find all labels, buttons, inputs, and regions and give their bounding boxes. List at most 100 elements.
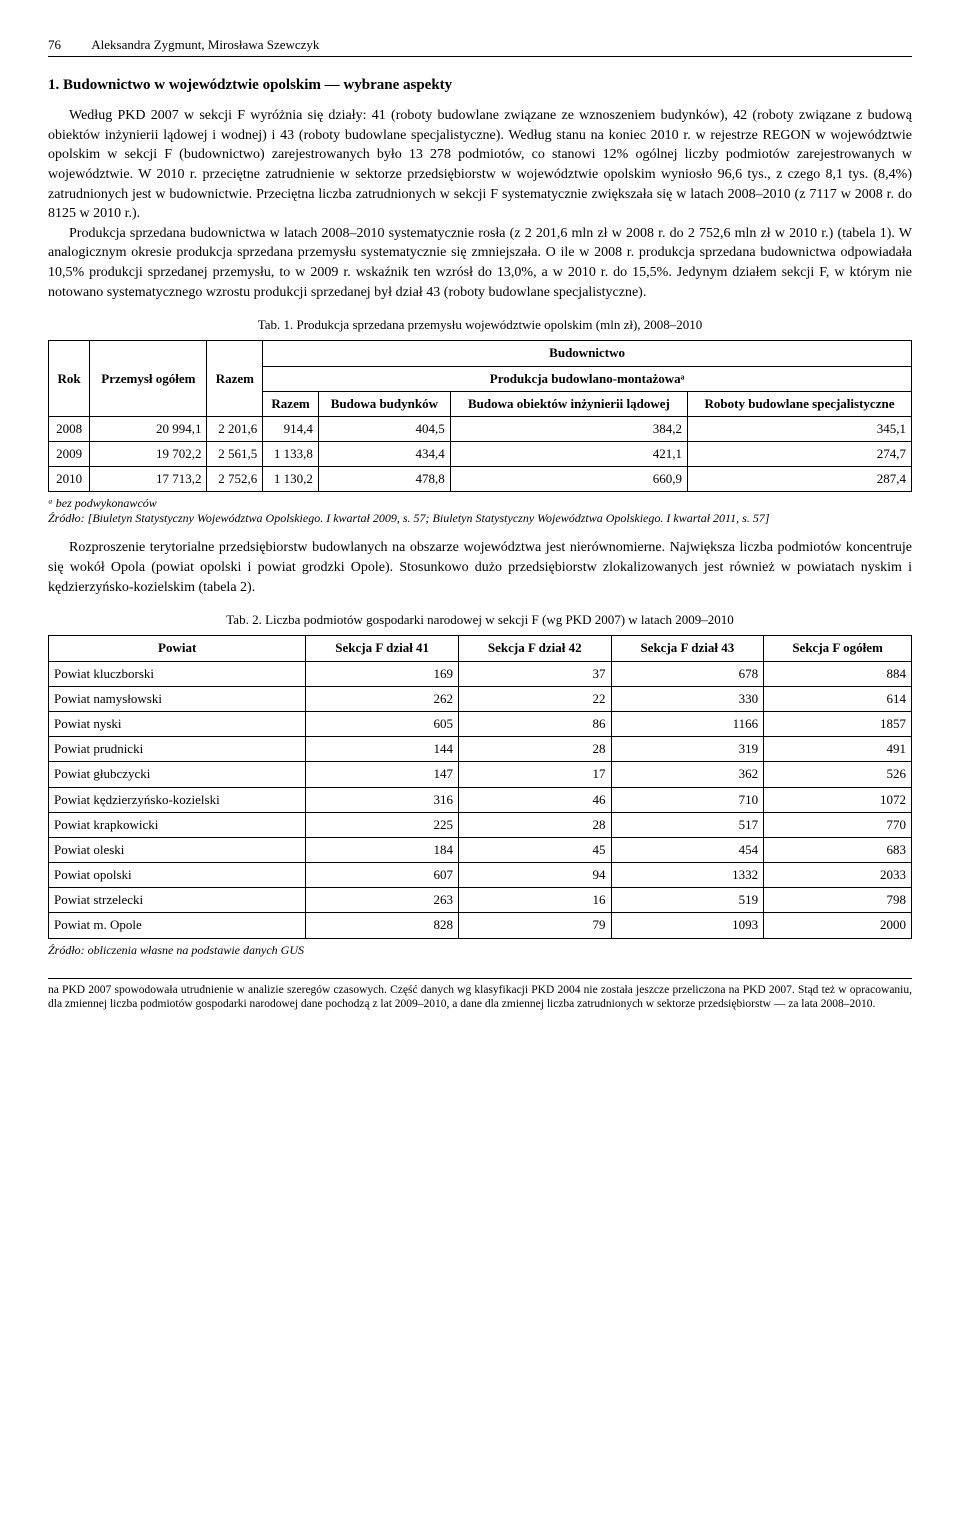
cell: 1093: [611, 913, 764, 938]
cell: Powiat krapkowicki: [49, 812, 306, 837]
cell: 28: [458, 812, 611, 837]
cell: 2009: [49, 442, 90, 467]
cell: 1 133,8: [263, 442, 319, 467]
col-header: Roboty budowlane specjalistyczne: [688, 391, 912, 416]
paragraph: Produkcja sprzedana budownictwa w latach…: [48, 224, 912, 302]
running-authors: Aleksandra Zygmunt, Mirosława Szewczyk: [91, 36, 319, 54]
cell: 384,2: [450, 416, 687, 441]
cell: 147: [306, 762, 459, 787]
cell: 28: [458, 737, 611, 762]
cell: 2033: [764, 863, 912, 888]
col-header: Budowa budynków: [318, 391, 450, 416]
cell: Powiat głubczycki: [49, 762, 306, 787]
col-header: Razem: [263, 391, 319, 416]
table-row: Powiat krapkowicki22528517770: [49, 812, 912, 837]
section-heading: 1. Budownictwo w województwie opolskim —…: [48, 75, 912, 96]
col-header: Produkcja budowlano-montażowaᵃ: [263, 366, 912, 391]
cell: 169: [306, 661, 459, 686]
col-header: Budowa obiektów inżynierii lądowej: [450, 391, 687, 416]
cell: 454: [611, 837, 764, 862]
cell: 263: [306, 888, 459, 913]
cell: 319: [611, 737, 764, 762]
cell: 20 994,1: [90, 416, 207, 441]
cell: 710: [611, 787, 764, 812]
col-header: Sekcja F dział 42: [458, 636, 611, 661]
table-row: Powiat głubczycki14717362526: [49, 762, 912, 787]
cell: Powiat strzelecki: [49, 888, 306, 913]
cell: 94: [458, 863, 611, 888]
cell: Powiat nyski: [49, 711, 306, 736]
cell: 316: [306, 787, 459, 812]
cell: 79: [458, 913, 611, 938]
cell: 914,4: [263, 416, 319, 441]
cell: 404,5: [318, 416, 450, 441]
table-row: 200820 994,12 201,6914,4404,5384,2345,1: [49, 416, 912, 441]
cell: 1857: [764, 711, 912, 736]
table-row: Powiat kluczborski16937678884: [49, 661, 912, 686]
cell: 45: [458, 837, 611, 862]
table-row: Powiat kędzierzyńsko-kozielski3164671010…: [49, 787, 912, 812]
cell: Powiat kędzierzyńsko-kozielski: [49, 787, 306, 812]
cell: 2 752,6: [207, 467, 263, 492]
cell: 683: [764, 837, 912, 862]
col-header: Sekcja F dział 41: [306, 636, 459, 661]
cell: 86: [458, 711, 611, 736]
cell: 660,9: [450, 467, 687, 492]
col-header: Razem: [207, 341, 263, 417]
cell: 46: [458, 787, 611, 812]
cell: 17 713,2: [90, 467, 207, 492]
cell: Powiat prudnicki: [49, 737, 306, 762]
table-caption: Tab. 1. Produkcja sprzedana przemysłu wo…: [48, 316, 912, 334]
cell: 607: [306, 863, 459, 888]
cell: 2 561,5: [207, 442, 263, 467]
cell: 614: [764, 686, 912, 711]
table-2: Powiat Sekcja F dział 41 Sekcja F dział …: [48, 635, 912, 938]
cell: 274,7: [688, 442, 912, 467]
cell: 421,1: [450, 442, 687, 467]
col-header: Budownictwo: [263, 341, 912, 366]
cell: 2008: [49, 416, 90, 441]
table-row: Powiat prudnicki14428319491: [49, 737, 912, 762]
table-row: 200919 702,22 561,51 133,8434,4421,1274,…: [49, 442, 912, 467]
cell: Powiat m. Opole: [49, 913, 306, 938]
cell: 287,4: [688, 467, 912, 492]
cell: 770: [764, 812, 912, 837]
cell: 1332: [611, 863, 764, 888]
table-row: Powiat nyski6058611661857: [49, 711, 912, 736]
cell: 491: [764, 737, 912, 762]
cell: 362: [611, 762, 764, 787]
table-row: Powiat opolski6079413322033: [49, 863, 912, 888]
cell: 434,4: [318, 442, 450, 467]
cell: 144: [306, 737, 459, 762]
cell: 1072: [764, 787, 912, 812]
cell: 22: [458, 686, 611, 711]
table-row: Powiat oleski18445454683: [49, 837, 912, 862]
cell: 519: [611, 888, 764, 913]
cell: 605: [306, 711, 459, 736]
cell: 345,1: [688, 416, 912, 441]
cell: 37: [458, 661, 611, 686]
col-header: Powiat: [49, 636, 306, 661]
footnote-a: ᵃ bez podwykonawców: [48, 496, 157, 510]
col-header: Sekcja F dział 43: [611, 636, 764, 661]
running-header: 76 Aleksandra Zygmunt, Mirosława Szewczy…: [48, 36, 912, 57]
page-number: 76: [48, 36, 88, 54]
table-row: Powiat m. Opole8287910932000: [49, 913, 912, 938]
paragraph: Rozproszenie terytorialne przedsiębiorst…: [48, 538, 912, 597]
cell: Powiat namysłowski: [49, 686, 306, 711]
col-header: Sekcja F ogółem: [764, 636, 912, 661]
cell: 828: [306, 913, 459, 938]
cell: 330: [611, 686, 764, 711]
cell: 225: [306, 812, 459, 837]
cell: 262: [306, 686, 459, 711]
cell: 2010: [49, 467, 90, 492]
table-row: 201017 713,22 752,61 130,2478,8660,9287,…: [49, 467, 912, 492]
cell: 678: [611, 661, 764, 686]
cell: 2 201,6: [207, 416, 263, 441]
table-1: Rok Przemysł ogółem Razem Budownictwo Pr…: [48, 340, 912, 492]
cell: 798: [764, 888, 912, 913]
cell: Powiat opolski: [49, 863, 306, 888]
cell: 1166: [611, 711, 764, 736]
cell: 884: [764, 661, 912, 686]
table-row: Powiat namysłowski26222330614: [49, 686, 912, 711]
